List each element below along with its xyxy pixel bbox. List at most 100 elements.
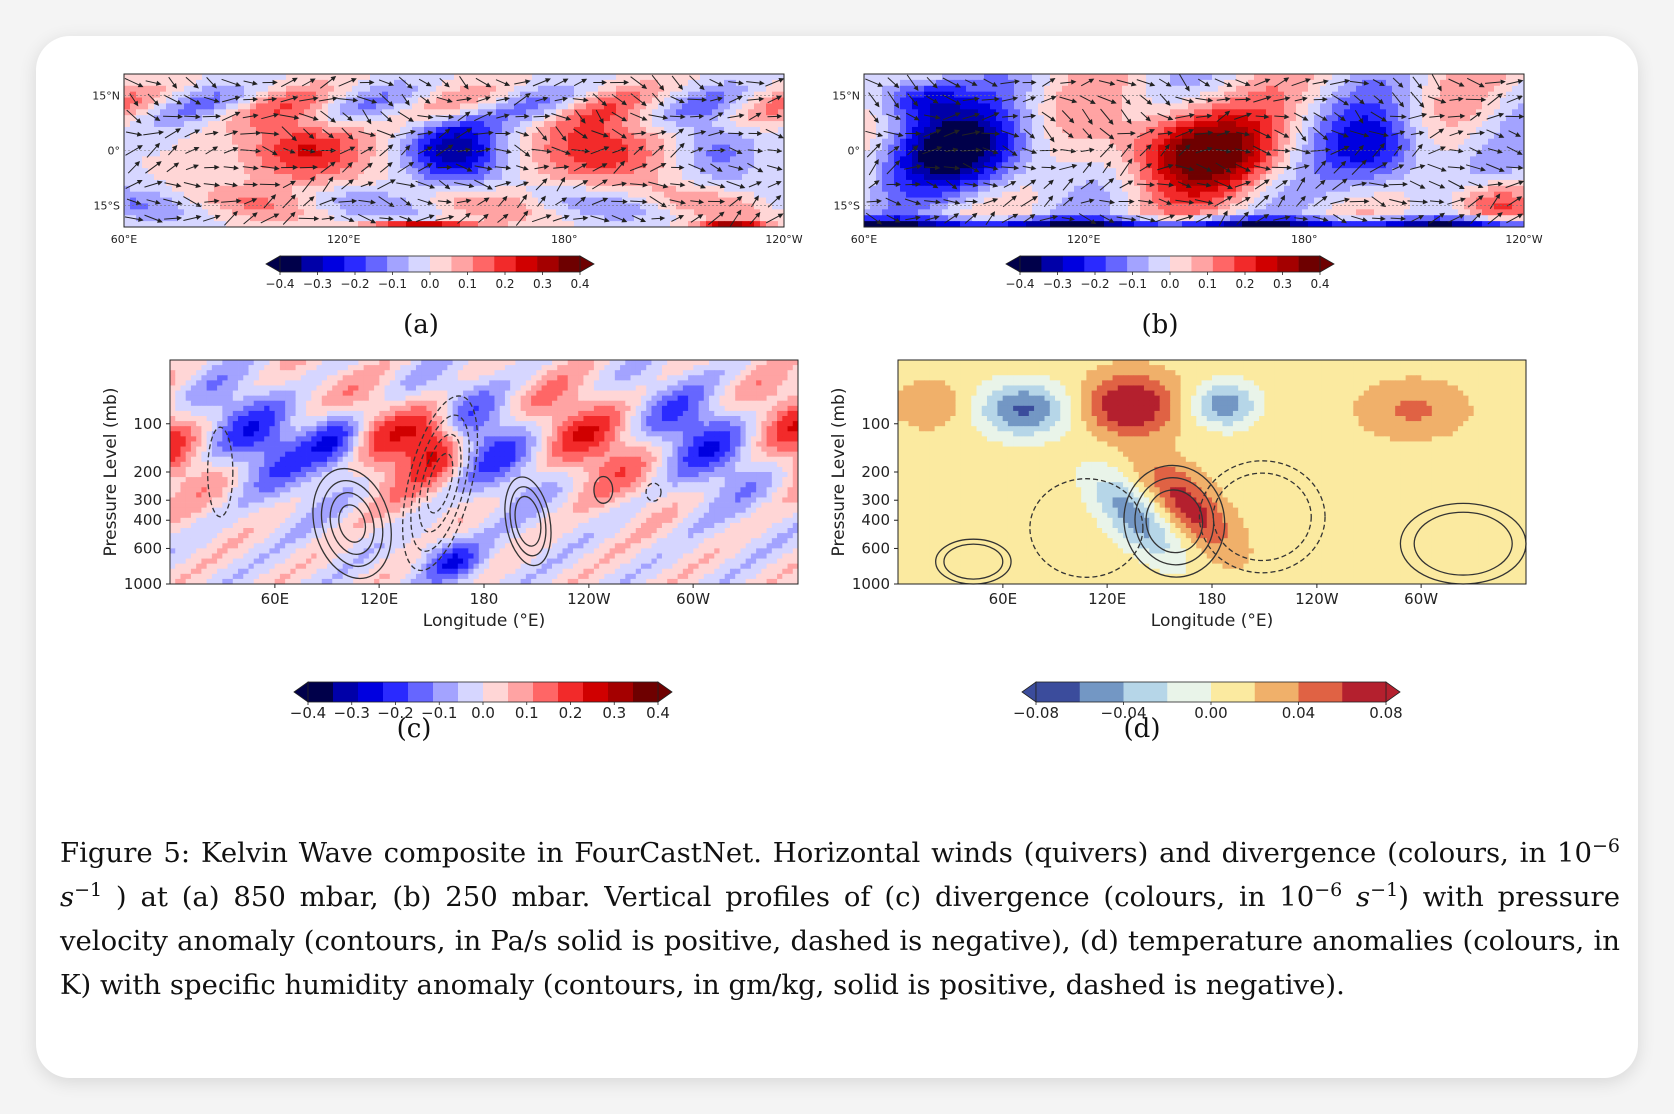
colorbar-tick-label: 0.2 [495, 277, 514, 291]
x-tick-label: 120°E [327, 233, 360, 246]
colorbar-segment [508, 682, 534, 702]
caption-unit-2: s [1342, 881, 1371, 913]
colorbar: −0.4 −0.3 −0.2 −0.1 0.0 0.1 0.2 0.3 0.4 [265, 255, 595, 291]
panel-d-label: (d) [1123, 714, 1161, 744]
y-tick-label: 15°N [92, 89, 120, 102]
colorbar-tick-label: −0.4 [265, 277, 294, 291]
colorbar-tick-label: 0.3 [602, 704, 626, 722]
caption-unit-1: s [60, 881, 75, 913]
divergence-field [864, 74, 1525, 228]
colorbar-segment [1170, 256, 1192, 272]
y-tick-label: 100 [861, 415, 890, 433]
y-axis-label: Pressure Level (mb) [101, 388, 121, 557]
y-tick-label: 600 [861, 539, 890, 557]
contours [935, 460, 1527, 585]
colorbar-segment [1079, 682, 1124, 702]
positive-contour [1123, 464, 1226, 578]
colorbar-tick-label: −0.08 [1013, 704, 1059, 722]
colorbar-segment [537, 256, 559, 272]
colorbar-tick-label: −0.4 [1005, 277, 1034, 291]
colorbar-segment [533, 682, 559, 702]
colorbar-tick-label: 0.04 [1282, 704, 1315, 722]
y-tick-label: 200 [861, 463, 890, 481]
negative-contour [410, 414, 470, 552]
colorbar-tick-label: 0.3 [1273, 277, 1292, 291]
x-tick-label: 180 [470, 590, 499, 608]
x-tick-label: 60W [676, 590, 710, 608]
positive-contour [593, 475, 614, 504]
colorbar-segment [344, 256, 367, 272]
colorbar-tick-label: 0.08 [1369, 704, 1402, 722]
y-tick-label: 400 [861, 511, 890, 529]
positive-contour [329, 492, 375, 555]
colorbar-segment [387, 256, 409, 272]
negative-contour [1198, 460, 1326, 574]
colorbar-tick-label: −0.04 [1101, 704, 1147, 722]
caption-exp-2: −6 [1314, 878, 1343, 901]
y-tick-label: 100 [133, 415, 162, 433]
colorbar-segment [458, 682, 484, 702]
colorbar-segment [558, 256, 581, 272]
colorbar-segment [608, 682, 634, 702]
colorbar-segment [1127, 256, 1149, 272]
colorbar: −0.4 −0.3 −0.2 −0.1 0.0 0.1 0.2 0.3 0.4 [1005, 255, 1335, 291]
colorbar-tick-label: 0.1 [515, 704, 539, 722]
colorbar-segment [383, 682, 409, 702]
chart-a: 15°N 0° 15°S 60°E 120°E 180° 120°W −0.4 −0.3 −0.2… [92, 73, 803, 291]
colorbar-segment [1298, 682, 1343, 702]
x-tick-label: 180 [1198, 590, 1227, 608]
x-axis-label: Longitude (°E) [1151, 611, 1273, 631]
y-tick-label: 0° [848, 145, 861, 158]
x-tick-label: 60W [1404, 590, 1438, 608]
colorbar-tick-label: 0.4 [570, 277, 589, 291]
colorbar-segment [433, 682, 459, 702]
colorbar-segment [1062, 256, 1085, 272]
x-tick-label: 180° [551, 233, 578, 246]
colorbar-tick-label: 0.0 [1160, 277, 1179, 291]
negative-contour [426, 452, 454, 514]
colorbar-segment [333, 682, 359, 702]
colorbar-tick-label: 0.1 [1198, 277, 1217, 291]
colorbar-tick-label: −0.2 [340, 277, 369, 291]
profile-field [170, 360, 799, 585]
colorbar-segment [1167, 682, 1212, 702]
colorbar-segment [1255, 256, 1278, 272]
figure-caption: Figure 5: Kelvin Wave composite in FourC… [60, 831, 1620, 1007]
panel-c-label: (c) [396, 714, 432, 744]
colorbar-segment [1084, 256, 1107, 272]
colorbar-segment [1041, 256, 1064, 272]
y-tick-label: 15°N [832, 89, 860, 102]
x-tick-label: 60E [989, 590, 1018, 608]
y-tick-label: 1000 [852, 575, 890, 593]
colorbar-segment [301, 256, 324, 272]
x-tick-label: 120°E [1067, 233, 1100, 246]
colorbar-tick-label: 0.0 [471, 704, 495, 722]
colorbar-min-arrow [1005, 255, 1021, 273]
colorbar-segment [515, 256, 538, 272]
colorbar-segment [1254, 682, 1299, 702]
colorbar-tick-label: −0.2 [377, 704, 413, 722]
colorbar-min-arrow [1021, 681, 1037, 703]
colorbar: −0.08 −0.04 0.00 0.04 0.08 [1013, 681, 1403, 722]
x-tick-label: 60E [261, 590, 290, 608]
colorbar-tick-label: 0.4 [646, 704, 670, 722]
x-tick-label: 180° [1291, 233, 1318, 246]
y-tick-label: 600 [133, 539, 162, 557]
positive-contour [312, 467, 392, 580]
colorbar-segment [1123, 682, 1168, 702]
caption-unitexp-1: −1 [74, 878, 103, 901]
colorbar-segment [1105, 256, 1128, 272]
colorbar-segment [583, 682, 609, 702]
negative-contour [206, 426, 234, 518]
contours [206, 395, 662, 580]
colorbar-tick-label: 0.00 [1194, 704, 1227, 722]
colorbar-segment [358, 682, 384, 702]
negative-contour [1029, 478, 1144, 578]
x-tick-label: 120E [1088, 590, 1126, 608]
colorbar-segment [633, 682, 659, 702]
y-axis-label: Pressure Level (mb) [829, 388, 849, 557]
caption-exp-1: −6 [1591, 834, 1620, 857]
positive-contour [1145, 489, 1204, 554]
positive-contour [338, 504, 367, 543]
colorbar-segment [1036, 682, 1081, 702]
